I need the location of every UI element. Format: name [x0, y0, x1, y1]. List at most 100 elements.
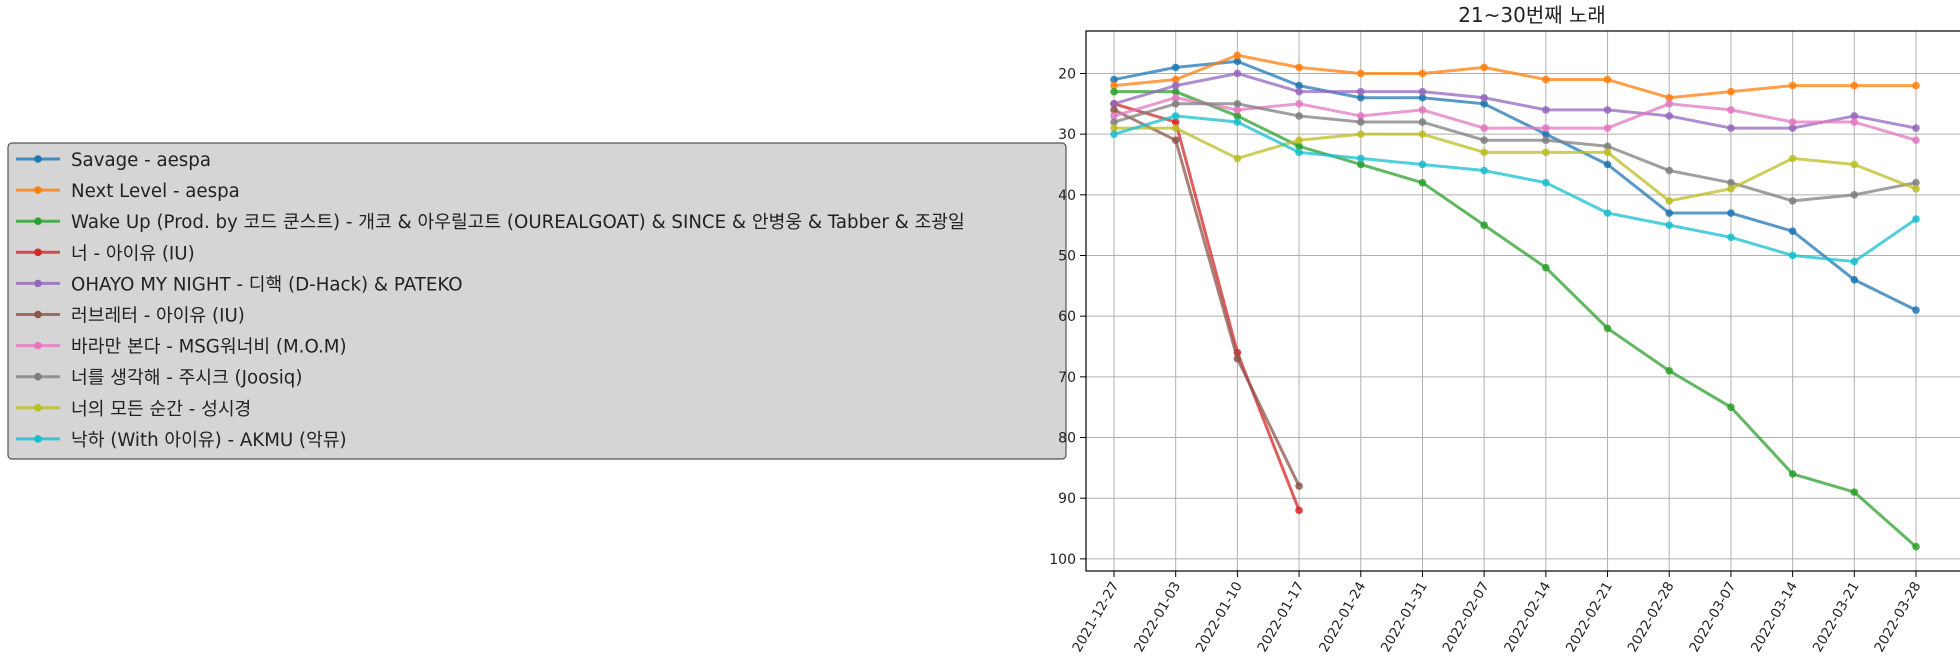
y-tick-label: 30	[1058, 127, 1076, 143]
data-point	[1295, 142, 1303, 151]
series-line	[1113, 59, 1917, 312]
data-point	[1356, 87, 1365, 96]
data-point	[1542, 263, 1550, 272]
series-line	[1113, 71, 1917, 130]
data-point	[1542, 106, 1550, 114]
legend-marker	[34, 248, 42, 257]
series-line	[1113, 108, 1301, 487]
legend-marker	[34, 372, 42, 381]
data-point	[1603, 75, 1612, 84]
data-point	[1788, 81, 1797, 90]
data-point	[1233, 354, 1242, 363]
data-point	[1603, 209, 1612, 217]
data-point	[1542, 136, 1550, 145]
series-group	[1110, 124, 1920, 205]
data-point	[1542, 130, 1550, 138]
data-point	[1480, 100, 1488, 108]
data-point	[1912, 178, 1920, 187]
series-group	[1110, 93, 1920, 145]
data-point	[1912, 542, 1920, 551]
data-point	[1788, 118, 1797, 126]
data-point	[1480, 63, 1488, 72]
legend: Savage - aespa Next Level - aespa Wake Up …	[16, 150, 965, 451]
data-point	[1233, 154, 1242, 163]
legend-label: 너를 생각해 - 주시크 (Joosiq)	[71, 368, 302, 389]
y-tick-label: 80	[1058, 431, 1076, 447]
data-point	[1727, 403, 1735, 411]
legend-label: Wake Up (Prod. by 코드 쿤스트) - 개코 & 아우릴고트 (…	[71, 212, 965, 233]
data-point	[1665, 166, 1674, 175]
series-group	[1110, 100, 1303, 515]
x-tick-label: 2022-03-21	[1810, 579, 1863, 655]
data-point	[1727, 233, 1735, 242]
y-tick-label: 50	[1058, 248, 1076, 264]
data-point	[1665, 209, 1674, 217]
data-point	[1110, 100, 1118, 108]
series-group	[1110, 100, 1920, 205]
x-tick-label: 2022-03-07	[1686, 579, 1739, 655]
data-point	[1295, 482, 1303, 490]
data-point	[1850, 191, 1859, 199]
data-point	[1850, 488, 1859, 496]
data-point	[1480, 221, 1488, 229]
x-tick-label: 2022-01-03	[1131, 579, 1184, 655]
data-point	[1110, 112, 1118, 120]
data-point	[1171, 63, 1180, 72]
x-tick-label: 2022-01-24	[1316, 579, 1369, 655]
data-point	[1295, 63, 1303, 72]
data-point	[1110, 124, 1118, 132]
data-point	[1295, 506, 1303, 515]
data-point	[1727, 124, 1735, 132]
data-point	[1356, 112, 1365, 120]
data-point	[1603, 324, 1612, 333]
x-tick-label: 2022-03-28	[1871, 579, 1924, 655]
x-tick-label: 2022-01-17	[1254, 579, 1307, 655]
data-point	[1356, 160, 1365, 169]
legend-label: 너 - 아이유 (IU)	[71, 243, 195, 264]
data-point	[1233, 106, 1242, 114]
data-point	[1110, 106, 1118, 114]
data-point	[1480, 148, 1488, 157]
data-point	[1110, 75, 1118, 84]
data-point	[1110, 118, 1118, 126]
data-point	[1788, 124, 1797, 132]
legend-label: OHAYO MY NIGHT - 디핵 (D-Hack) & PATEKO	[71, 274, 463, 295]
legend-marker	[34, 186, 42, 194]
data-point	[1171, 112, 1180, 120]
legend-frame	[7, 142, 1067, 460]
data-point	[1295, 81, 1303, 90]
series-group	[1110, 87, 1920, 551]
data-point	[1788, 197, 1797, 205]
data-point	[1912, 124, 1920, 132]
data-point	[1727, 209, 1735, 217]
data-point	[1233, 57, 1242, 66]
data-point	[1665, 112, 1674, 120]
legend-label: 너의 모든 순간 - 성시경	[71, 399, 251, 420]
data-point	[1171, 75, 1180, 84]
data-point	[1233, 100, 1242, 108]
data-point	[1233, 118, 1242, 126]
series-group	[1110, 69, 1920, 132]
data-point	[1603, 148, 1612, 157]
legend-marker	[34, 310, 42, 319]
data-point	[1727, 184, 1735, 193]
y-tick-label: 60	[1058, 309, 1076, 325]
series-group	[1110, 106, 1303, 490]
y-tick-label: 70	[1058, 370, 1076, 386]
data-point	[1542, 75, 1550, 84]
data-point	[1418, 178, 1427, 187]
plot-series	[1110, 51, 1920, 551]
grid	[1086, 31, 1960, 571]
y-tick-label: 20	[1058, 66, 1076, 82]
series-line	[1113, 53, 1916, 100]
data-point	[1171, 136, 1180, 145]
data-point	[1912, 184, 1920, 193]
data-point	[1295, 148, 1303, 157]
data-point	[1418, 130, 1427, 138]
series-line	[1114, 90, 1917, 548]
data-point	[1295, 136, 1303, 145]
data-point	[1788, 470, 1797, 478]
data-point	[1727, 106, 1735, 114]
series-group	[1110, 57, 1920, 314]
data-point	[1542, 178, 1550, 187]
